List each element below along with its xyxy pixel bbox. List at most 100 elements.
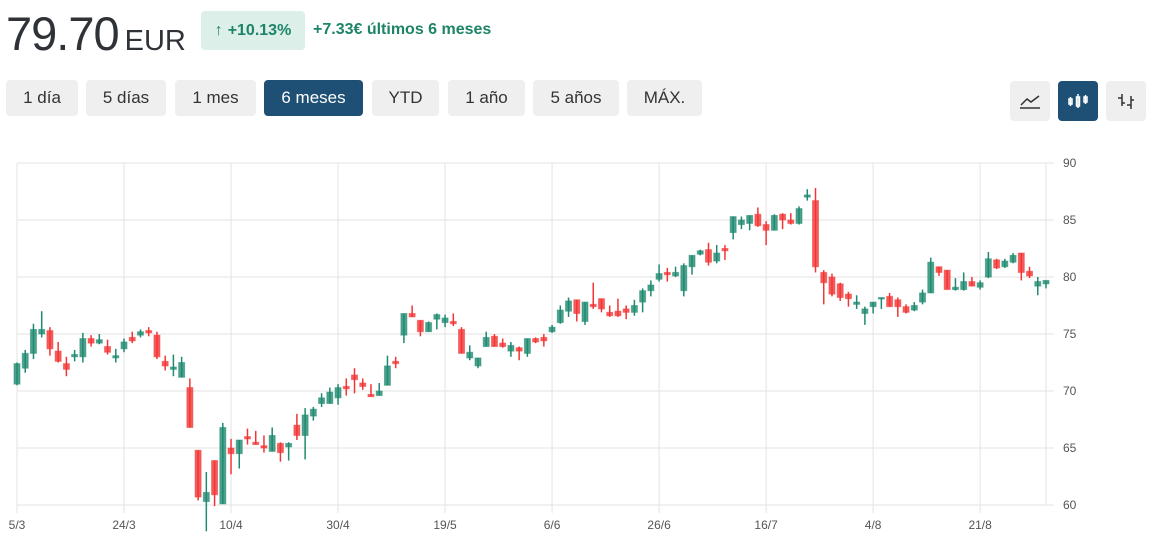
candle-body-up (960, 281, 968, 291)
candle-body-down (227, 447, 235, 455)
candle-body-up (861, 308, 869, 314)
range-button-1-mes[interactable]: 1 mes (175, 80, 256, 116)
x-tick-label: 6/6 (544, 518, 561, 532)
range-button-máx[interactable]: MÁX. (627, 80, 702, 116)
candle-body-down (490, 335, 498, 348)
candle-body-up (639, 290, 647, 303)
candle-body-down (54, 350, 62, 362)
x-tick-label: 26/6 (647, 518, 671, 532)
candle-body-up (326, 391, 334, 405)
candle-body-down (935, 266, 943, 273)
candle-body-down (145, 330, 153, 334)
x-tick-label: 19/5 (433, 518, 457, 532)
price-value: 79.70 (6, 7, 120, 60)
candle-body-up (853, 301, 861, 305)
line-chart-button[interactable] (1010, 81, 1050, 121)
candle-body-down (87, 338, 95, 344)
candle-body-down (62, 363, 70, 370)
candle-body-down (104, 346, 112, 353)
candle-body-down (211, 460, 219, 496)
ohlc-chart-button[interactable] (1106, 81, 1146, 121)
candlestick-chart-button[interactable] (1058, 81, 1098, 121)
candle-body-down (1017, 252, 1025, 273)
candle-body-down (812, 200, 820, 268)
candle-body-down (894, 299, 902, 308)
candle-body-up (795, 208, 803, 224)
candle-body-up (309, 408, 317, 417)
candle-body-up (178, 362, 186, 378)
candle-body-down (762, 224, 770, 231)
candle-body-down (589, 303, 597, 308)
x-tick-label: 5/3 (9, 518, 26, 532)
candle-body-up (713, 252, 721, 262)
candle-body-down (515, 347, 523, 352)
y-tick-label: 70 (1063, 384, 1077, 398)
candle-body-up (433, 314, 441, 320)
range-button-1-año[interactable]: 1 año (448, 80, 525, 116)
candle-body-up (877, 297, 885, 300)
candle-body-down (902, 306, 910, 313)
candle-body-down (499, 342, 507, 348)
range-button-6-meses[interactable]: 6 meses (264, 80, 363, 116)
candle-body-up (285, 442, 293, 448)
price-chart[interactable]: 90 85 80 75 70 65 60 5/3 24/3 10/4 30/4 19/5 6/6 26/6… (0, 150, 1153, 537)
candle-body-down (153, 334, 161, 358)
candle-body-up (482, 336, 490, 348)
x-tick-label: 16/7 (754, 518, 778, 532)
candle-body-up (803, 194, 811, 198)
candle-body-up (688, 254, 696, 268)
candle-body-up (1001, 260, 1009, 268)
candle-body-down (663, 271, 671, 276)
candle-body-down (367, 393, 375, 398)
candle-body-down (886, 295, 894, 308)
y-tick-label: 90 (1063, 156, 1077, 170)
candle-body-up (655, 273, 663, 280)
candle-body-down (46, 330, 54, 350)
candle-body-up (375, 390, 383, 397)
y-tick-label: 65 (1063, 441, 1077, 455)
candle-body-up (581, 301, 589, 322)
candle-body-down (828, 276, 836, 295)
candle-body-down (844, 293, 852, 300)
candle-body-up (71, 354, 79, 358)
candle-body-up (630, 305, 638, 313)
change-percent-badge: ↑ +10.13% (201, 11, 305, 50)
candle-body-up (120, 341, 128, 350)
candle-body-up (383, 365, 391, 386)
x-tick-label: 21/8 (968, 518, 992, 532)
candle-body-down (293, 424, 301, 436)
candle-body-down (787, 219, 795, 224)
x-tick-label: 4/8 (865, 518, 882, 532)
candle-body-up (927, 261, 935, 294)
candle-body-up (548, 326, 556, 333)
candle-body-up (976, 282, 984, 288)
candle-body-up (474, 357, 482, 367)
line-chart-icon (1020, 95, 1040, 109)
candle-body-up (919, 292, 927, 303)
range-button-5-días[interactable]: 5 días (86, 80, 166, 116)
candle-body-up (556, 309, 564, 324)
x-tick-label: 10/4 (219, 518, 243, 532)
candle-body-up (13, 363, 21, 385)
candle-body-down (721, 248, 729, 252)
candle-body-down (351, 374, 359, 381)
candle-body-up (219, 426, 227, 505)
candle-body-down (359, 382, 367, 387)
candle-body-up (565, 300, 573, 312)
candle-body-up (202, 491, 210, 503)
candle-body-up (507, 344, 515, 352)
candle-body-up (680, 265, 688, 292)
range-button-1-día[interactable]: 1 día (6, 80, 78, 116)
candle-body-up (136, 331, 144, 336)
y-tick-label: 80 (1063, 270, 1077, 284)
range-button-ytd[interactable]: YTD (372, 80, 439, 116)
candle-body-down (392, 360, 400, 365)
candle-body-down (128, 336, 136, 342)
x-tick-label: 24/3 (112, 518, 136, 532)
x-tick-label: 30/4 (326, 518, 350, 532)
candle-body-up (746, 214, 754, 224)
candle-body-up (869, 301, 877, 308)
range-button-5-años[interactable]: 5 años (533, 80, 619, 116)
price-currency: EUR (124, 25, 186, 57)
candle-body-down (532, 338, 540, 343)
